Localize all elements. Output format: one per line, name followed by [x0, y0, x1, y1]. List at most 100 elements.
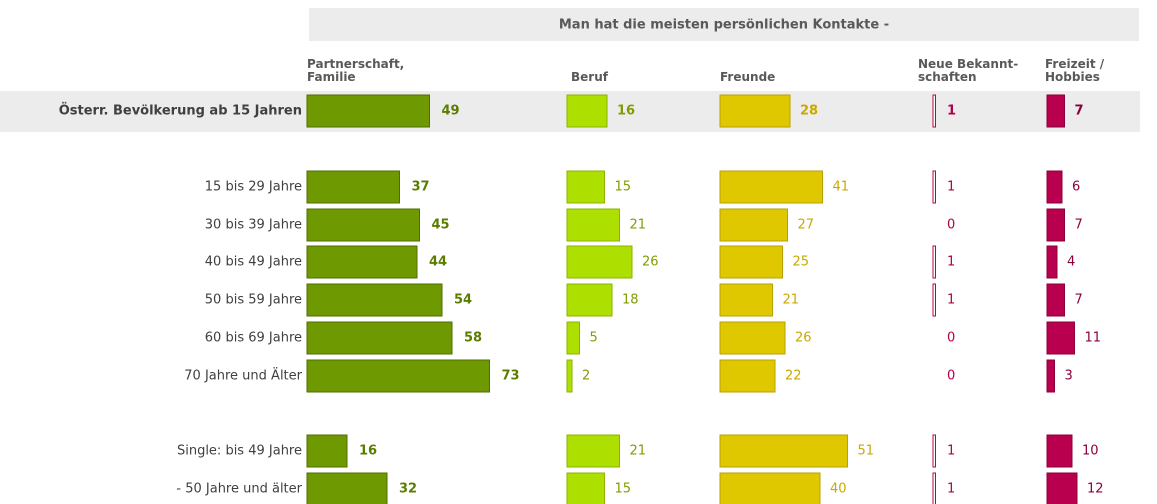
bar — [306, 283, 443, 317]
bar — [566, 208, 620, 242]
value-label: 28 — [800, 104, 818, 119]
value-label: 49 — [442, 104, 460, 119]
bar — [932, 283, 936, 317]
value-label: 7 — [1075, 104, 1084, 119]
bar — [719, 434, 848, 468]
bar — [566, 359, 573, 393]
series-header: Neue Bekannt- schaften — [918, 57, 1019, 84]
value-label: 51 — [858, 444, 875, 459]
bar — [306, 170, 400, 204]
category-label: Single: bis 49 Jahre — [177, 444, 302, 459]
value-label: 54 — [454, 293, 472, 308]
value-label: 15 — [615, 482, 632, 497]
bar — [1046, 321, 1075, 355]
value-label: 41 — [833, 180, 850, 195]
value-label: 6 — [1072, 180, 1080, 195]
bar — [566, 283, 613, 317]
value-label: 73 — [502, 369, 520, 384]
value-label: 5 — [590, 331, 598, 346]
bar — [566, 245, 633, 279]
bar — [932, 472, 936, 504]
bar — [719, 321, 786, 355]
value-label: 1 — [947, 293, 955, 308]
bar — [306, 359, 490, 393]
bar — [566, 94, 608, 128]
value-label: 1 — [947, 444, 955, 459]
bar — [1046, 208, 1065, 242]
value-label: 0 — [947, 369, 955, 384]
value-label: 1 — [947, 482, 955, 497]
value-label: 37 — [412, 180, 430, 195]
category-label: 15 bis 29 Jahre — [205, 180, 302, 195]
value-label: 10 — [1082, 444, 1099, 459]
value-label: 11 — [1085, 331, 1102, 346]
value-label: 27 — [798, 218, 815, 233]
value-label: 12 — [1087, 482, 1104, 497]
title-band — [309, 8, 1139, 41]
bar — [719, 359, 776, 393]
value-label: 45 — [432, 218, 450, 233]
series-header: Freunde — [720, 70, 776, 84]
value-label: 3 — [1065, 369, 1073, 384]
bar — [306, 434, 348, 468]
value-label: 40 — [830, 482, 847, 497]
bar — [566, 472, 605, 504]
series-header: Freizeit / Hobbies — [1045, 57, 1105, 84]
bar — [719, 170, 823, 204]
bar — [932, 94, 936, 128]
value-label: 0 — [947, 218, 955, 233]
bar — [1046, 94, 1065, 128]
bar — [566, 321, 580, 355]
bar — [566, 434, 620, 468]
value-label: 1 — [947, 104, 956, 119]
value-label: 44 — [429, 255, 447, 270]
bar — [719, 245, 783, 279]
value-label: 15 — [615, 180, 632, 195]
bar — [719, 94, 791, 128]
bar — [719, 208, 788, 242]
bar — [306, 94, 430, 128]
value-label: 22 — [785, 369, 802, 384]
value-label: 32 — [399, 482, 417, 497]
value-label: 21 — [630, 444, 647, 459]
value-label: 21 — [783, 293, 800, 308]
value-label: 26 — [642, 255, 659, 270]
category-label: 70 Jahre und Älter — [184, 368, 302, 384]
value-label: 58 — [464, 331, 482, 346]
value-label: 2 — [582, 369, 590, 384]
bar — [306, 321, 453, 355]
category-label: 30 bis 39 Jahre — [205, 218, 302, 233]
value-label: 1 — [947, 255, 955, 270]
value-label: 16 — [359, 444, 377, 459]
value-label: 26 — [795, 331, 812, 346]
value-label: 18 — [622, 293, 639, 308]
bar — [1046, 170, 1063, 204]
bar — [306, 245, 418, 279]
value-label: 4 — [1067, 255, 1075, 270]
value-label: 16 — [617, 104, 635, 119]
category-label: 50 bis 59 Jahre — [205, 293, 302, 308]
category-label: 40 bis 49 Jahre — [205, 255, 302, 270]
series-header: Beruf — [571, 70, 608, 84]
series-header: Partnerschaft, Familie — [307, 57, 405, 84]
bar — [566, 170, 605, 204]
category-label: 60 bis 69 Jahre — [205, 331, 302, 346]
value-label: 7 — [1075, 218, 1083, 233]
bar — [1046, 434, 1073, 468]
chart-title: Man hat die meisten persönlichen Kontakt… — [559, 18, 889, 33]
bar — [1046, 245, 1058, 279]
bar — [306, 472, 388, 504]
category-label: Österr. Bevölkerung ab 15 Jahren — [59, 103, 302, 119]
bar — [306, 208, 420, 242]
bar — [932, 170, 936, 204]
bar — [932, 434, 936, 468]
value-label: 7 — [1075, 293, 1083, 308]
bar — [932, 245, 936, 279]
bar — [1046, 359, 1055, 393]
bar — [719, 283, 773, 317]
bar — [719, 472, 821, 504]
value-label: 1 — [947, 180, 955, 195]
value-label: 21 — [630, 218, 647, 233]
